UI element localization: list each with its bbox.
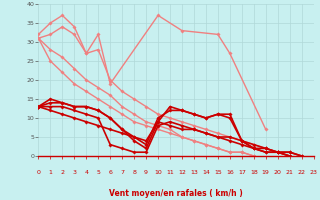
X-axis label: Vent moyen/en rafales ( km/h ): Vent moyen/en rafales ( km/h ): [109, 189, 243, 198]
